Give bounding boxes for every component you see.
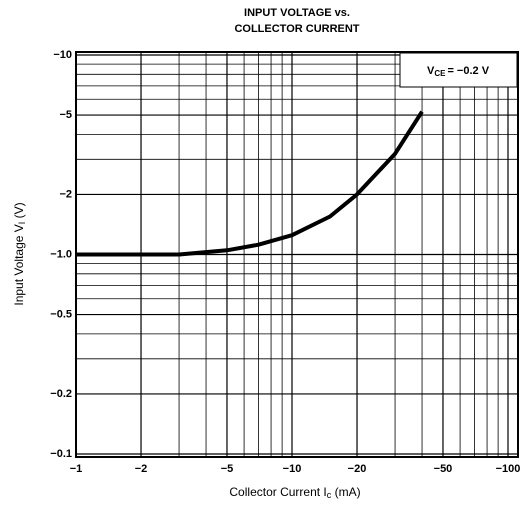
y-tick-label: −5: [59, 109, 72, 121]
y-tick-label: −2: [59, 188, 72, 200]
y-tick-label: −0.1: [50, 448, 72, 460]
x-tick-label: −50: [434, 463, 453, 475]
x-tick-label: −100: [496, 463, 521, 475]
chart-title: COLLECTOR CURRENT: [234, 23, 359, 35]
x-tick-label: −1: [70, 463, 83, 475]
y-tick-label: −0.2: [50, 388, 72, 400]
x-tick-label: −5: [221, 463, 234, 475]
y-tick-label: −1.0: [50, 248, 72, 260]
x-axis-label: Collector Current Ic (mA): [229, 485, 360, 500]
x-tick-label: −2: [135, 463, 148, 475]
y-tick-label: −10: [53, 49, 72, 61]
chart-title: INPUT VOLTAGE vs.: [244, 7, 350, 19]
annotation-box: [399, 52, 518, 88]
y-tick-label: −0.5: [50, 308, 72, 320]
data-line: [76, 110, 424, 257]
y-axis-label: Input Voltage VI (V): [12, 202, 27, 305]
annotation: VCE = −0.2 V: [427, 65, 490, 78]
x-tick-label: −20: [348, 463, 367, 475]
x-tick-label: −10: [283, 463, 302, 475]
